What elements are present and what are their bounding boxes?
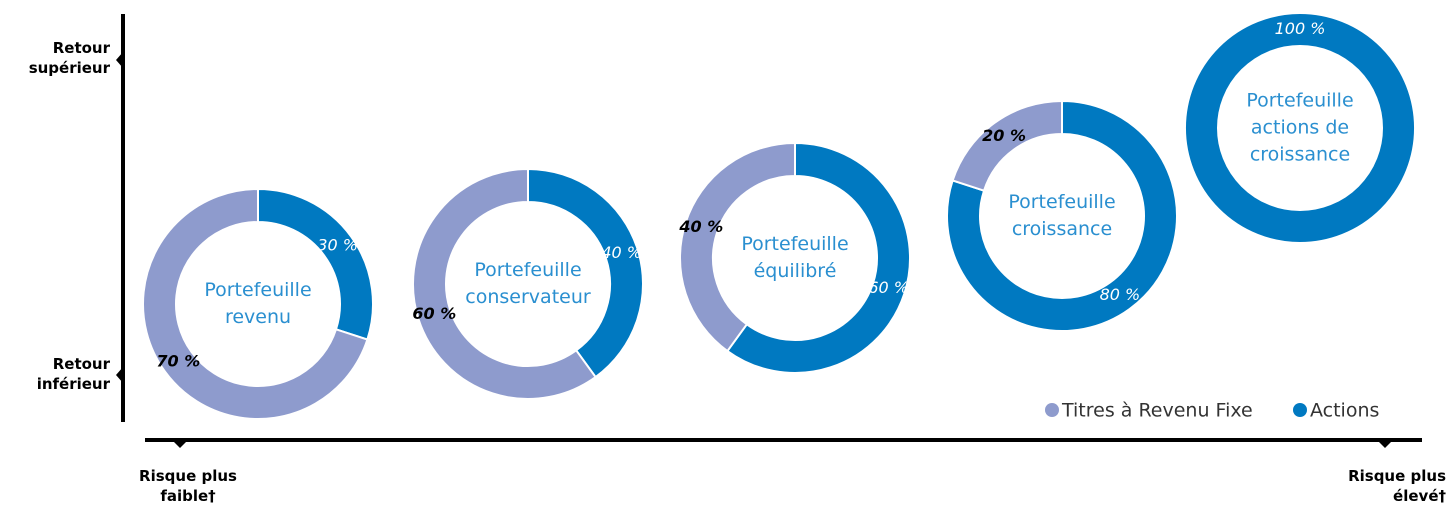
axis-marker [116,367,123,383]
donut-title: Portefeuille actions de croissance [1246,89,1354,166]
axis-marker [1377,440,1393,448]
donut-title: Portefeuille revenu [204,279,312,328]
data-label: 60 % [412,304,456,323]
data-label: 20 % [982,126,1026,145]
donut-segment [951,99,1063,192]
data-label: 100 % [1275,19,1326,38]
axis-marker [116,52,123,68]
donut-segment [946,99,1178,332]
data-label: 30 % [317,236,358,255]
data-label: 60 % [868,278,909,297]
axis-label: Retour inférieur [36,355,110,393]
donut-segment [679,141,796,353]
legend-swatch [1293,403,1307,417]
donut-segment [1184,11,1416,245]
donut-segment [726,141,911,374]
axis-label: Retour supérieur [28,39,110,77]
donut-title: Portefeuille conservateur [465,259,591,308]
donut-segment [142,187,369,420]
donut-segment [527,167,644,379]
donut-title: Portefeuille équilibré [741,233,849,282]
data-label: 80 % [1100,285,1141,304]
donut-title: Portefeuille croissance [1008,191,1116,240]
legend-label: Actions [1310,400,1379,422]
axis-label: Risque plus faible† [139,467,237,505]
axis-marker [172,440,188,448]
donut-segment [412,167,597,400]
data-label: 40 % [601,243,642,262]
legend-label: Titres à Revenu Fixe [1061,400,1253,422]
data-label: 40 % [678,217,723,236]
legend-swatch [1045,403,1059,417]
axis-label: Risque plus élevé† [1348,467,1446,505]
data-label: 70 % [156,351,200,370]
